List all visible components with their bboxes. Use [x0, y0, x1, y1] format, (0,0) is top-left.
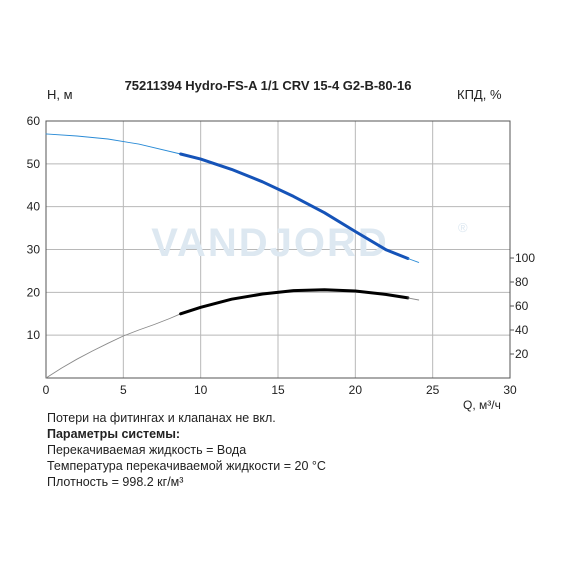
- y-left-tick-label: 10: [27, 328, 41, 342]
- y-axis-left-label: Н, м: [47, 87, 73, 102]
- plot-frame: [45, 120, 511, 379]
- chart-title: 75211394 Hydro-FS-A 1/1 CRV 15-4 G2-B-80…: [125, 78, 412, 93]
- note-fluid: Перекачиваемая жидкость = Вода: [47, 443, 247, 457]
- x-tick-label: 5: [120, 383, 127, 397]
- series-line-0: [45, 133, 182, 155]
- series-line-1: [179, 152, 410, 260]
- x-tick-label: 0: [43, 383, 50, 397]
- x-tick-label: 30: [503, 383, 517, 397]
- x-tick-label: 25: [426, 383, 440, 397]
- x-tick-label: 20: [349, 383, 363, 397]
- tick-labels: 0 5 10 15 20 25 30 10 20 30 40 50 60 20 40 60 80 100: [27, 114, 536, 397]
- y-right-tick-label: 40: [515, 323, 529, 337]
- series-line-4: [179, 288, 410, 316]
- x-tick-label: 10: [194, 383, 208, 397]
- y-left-tick-label: 50: [27, 157, 41, 171]
- note-losses: Потери на фитингах и клапанах не вкл.: [47, 411, 276, 425]
- y-left-tick-label: 40: [27, 200, 41, 214]
- watermark-text: VANDJORD: [151, 221, 389, 265]
- note-temperature: Температура перекачиваемой жидкости = 20…: [47, 459, 326, 473]
- y-axis-right-label: КПД, %: [457, 87, 502, 102]
- y-right-tick-label: 60: [515, 299, 529, 313]
- y-right-tick-label: 100: [515, 251, 535, 265]
- y-left-tick-label: 20: [27, 285, 41, 299]
- series-lines: [45, 133, 420, 379]
- y-right-tick-label: 20: [515, 347, 529, 361]
- series-line-3: [45, 313, 182, 379]
- series-line-2: [407, 258, 420, 263]
- x-tick-label: 15: [271, 383, 285, 397]
- x-axis-label: Q, м³/ч: [463, 398, 501, 412]
- note-density: Плотность = 998.2 кг/м³: [47, 475, 184, 489]
- y-right-tick-label: 80: [515, 275, 529, 289]
- note-heading: Параметры системы:: [47, 427, 181, 441]
- axes: [45, 120, 514, 379]
- watermark-registered-mark: ®: [458, 220, 468, 235]
- y-left-tick-label: 30: [27, 243, 41, 257]
- y-left-tick-label: 60: [27, 114, 41, 128]
- notes-block: Потери на фитингах и клапанах не вкл. Па…: [47, 410, 326, 490]
- series-line-5: [407, 297, 420, 301]
- grid: [46, 121, 510, 378]
